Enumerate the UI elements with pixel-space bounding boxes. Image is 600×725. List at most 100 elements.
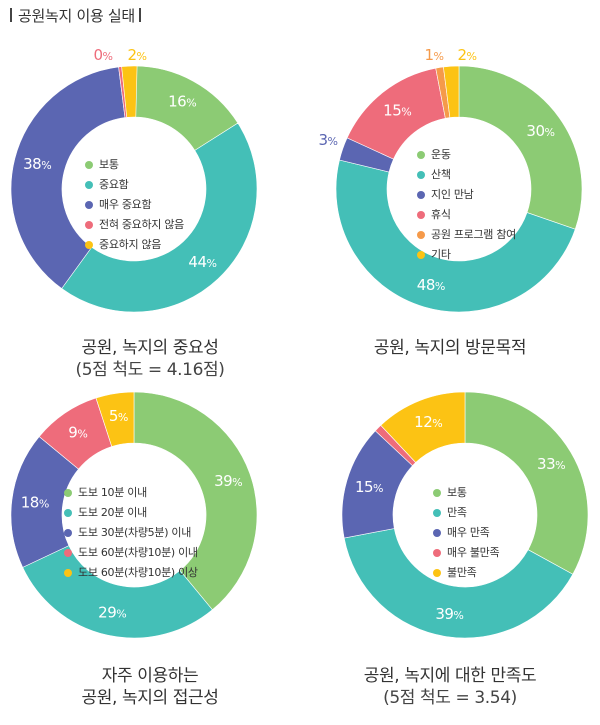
slice-value-label: 44% xyxy=(188,253,216,271)
section-header: 공원녹지 이용 실태 xyxy=(6,2,147,28)
legend-color-dot xyxy=(64,529,72,537)
slice-value-label: 38% xyxy=(23,155,51,173)
importance-donut-chart: 16% 44% 38% 0% 2% xyxy=(10,46,258,313)
accessibility-donut-chart: 39% 29% 18% 9% 5% xyxy=(10,391,258,639)
slice-value-label: 15% xyxy=(383,101,411,119)
visit-purpose-chart-panel: 30% 48% 3% 15% 1% 2% 운동 산책 지인 만남 휴식 공원 프로그램 참여 기타 … xyxy=(300,35,600,380)
chart-subtitle: 공원, 녹지의 접근성 xyxy=(81,688,219,708)
legend-color-dot xyxy=(417,151,425,159)
legend-color-dot xyxy=(433,569,441,577)
legend-label: 산책 xyxy=(431,168,451,181)
donut-slice-3 xyxy=(10,66,126,289)
legend-color-dot xyxy=(417,251,425,259)
legend-item: 운동 xyxy=(417,145,516,165)
legend-item: 기타 xyxy=(417,245,516,265)
legend-label: 도보 60분(차량10분) 이내 xyxy=(78,546,198,559)
legend-color-dot xyxy=(417,231,425,239)
chart-title: 자주 이용하는 xyxy=(101,666,199,686)
legend-label: 도보 20분 이내 xyxy=(78,506,147,519)
slice-value-label: 29% xyxy=(98,604,126,622)
slice-value-label: 30% xyxy=(526,122,554,140)
slice-value-label: 39% xyxy=(435,605,463,623)
donut-slice-2 xyxy=(22,545,213,639)
legend-item: 도보 60분(차량10분) 이내 xyxy=(64,543,198,563)
legend-item: 공원 프로그램 참여 xyxy=(417,225,516,245)
slice-value-label: 16% xyxy=(168,92,196,110)
legend-item: 도보 30분(차량5분) 이내 xyxy=(64,523,198,543)
legend-color-dot xyxy=(64,489,72,497)
donut-slice-1 xyxy=(458,65,583,230)
legend-item: 도보 20분 이내 xyxy=(64,503,198,523)
legend-label: 도보 60분(차량10분) 이상 xyxy=(78,566,198,579)
donut-slice-6 xyxy=(443,65,460,118)
satisfaction-donut-chart: 33% 39% 15% 12% xyxy=(341,391,589,639)
legend-label: 공원 프로그램 참여 xyxy=(431,228,516,241)
legend-color-dot xyxy=(85,181,93,189)
legend-color-dot xyxy=(433,529,441,537)
donut-slice-5 xyxy=(95,391,135,447)
legend-label: 기타 xyxy=(431,248,451,261)
legend-color-dot xyxy=(85,161,93,169)
legend-color-dot xyxy=(417,191,425,199)
legend-item: 전혀 중요하지 않음 xyxy=(85,215,184,235)
accessibility-caption: 자주 이용하는 공원, 녹지의 접근성 xyxy=(0,665,300,709)
legend-label: 보통 xyxy=(447,486,467,499)
legend-color-dot xyxy=(64,549,72,557)
legend-item: 지인 만남 xyxy=(417,185,516,205)
legend-item: 매우 중요함 xyxy=(85,195,184,215)
slice-value-label: 5% xyxy=(109,407,128,425)
chart-subtitle: (5점 척도 = 4.16점) xyxy=(75,360,225,380)
visit-purpose-caption: 공원, 녹지의 방문목적 xyxy=(300,337,600,359)
legend-label: 불만족 xyxy=(447,566,477,579)
chart-title: 공원, 녹지에 대한 만족도 xyxy=(363,666,537,686)
legend-item: 휴식 xyxy=(417,205,516,225)
legend-item: 도보 10분 이내 xyxy=(64,483,198,503)
legend-item: 중요하지 않음 xyxy=(85,235,184,255)
legend-color-dot xyxy=(64,569,72,577)
slice-value-label: 48% xyxy=(417,276,445,294)
chart-title: 공원, 녹지의 방문목적 xyxy=(373,338,527,358)
legend-label: 매우 중요함 xyxy=(99,198,152,211)
donut-slice-5 xyxy=(380,391,466,463)
header-title: 공원녹지 이용 실태 xyxy=(18,6,135,25)
chart-subtitle: (5점 척도 = 3.54) xyxy=(383,688,517,708)
slice-value-label: 33% xyxy=(537,455,565,473)
legend-label: 지인 만남 xyxy=(431,188,474,201)
slice-value-label: 15% xyxy=(355,478,383,496)
slice-value-label: 2% xyxy=(128,46,147,64)
legend-label: 전혀 중요하지 않음 xyxy=(99,218,184,231)
chart-title: 공원, 녹지의 중요성 xyxy=(81,338,219,358)
legend-color-dot xyxy=(85,221,93,229)
legend-item: 만족 xyxy=(433,503,499,523)
donut-slice-2 xyxy=(61,122,258,313)
legend-color-dot xyxy=(433,509,441,517)
legend-item: 매우 만족 xyxy=(433,523,499,543)
legend-label: 만족 xyxy=(447,506,467,519)
slice-value-label: 18% xyxy=(21,493,49,511)
accessibility-chart-panel: 39% 29% 18% 9% 5% 도보 10분 이내 도보 20분 이내 도보 30분(차… xyxy=(0,380,300,725)
slice-value-label: 1% xyxy=(425,46,444,64)
slice-value-label: 12% xyxy=(414,413,442,431)
legend-item: 중요함 xyxy=(85,175,184,195)
legend-label: 도보 30분(차량5분) 이내 xyxy=(78,526,192,539)
legend-color-dot xyxy=(85,241,93,249)
slice-value-label: 9% xyxy=(68,423,87,441)
donut-slice-2 xyxy=(343,528,574,639)
legend-label: 운동 xyxy=(431,148,451,161)
donut-slice-5 xyxy=(121,65,138,118)
legend-label: 매우 불만족 xyxy=(447,546,500,559)
slice-value-label: 0% xyxy=(94,46,113,64)
legend-color-dot xyxy=(417,171,425,179)
legend-item: 보통 xyxy=(433,483,499,503)
legend-item: 도보 60분(차량10분) 이상 xyxy=(64,563,198,583)
legend-item: 보통 xyxy=(85,155,184,175)
legend-item: 산책 xyxy=(417,165,516,185)
legend-color-dot xyxy=(85,201,93,209)
slice-value-label: 2% xyxy=(458,46,477,64)
legend-label: 도보 10분 이내 xyxy=(78,486,147,499)
legend-label: 중요하지 않음 xyxy=(99,238,162,251)
legend-item: 불만족 xyxy=(433,563,499,583)
